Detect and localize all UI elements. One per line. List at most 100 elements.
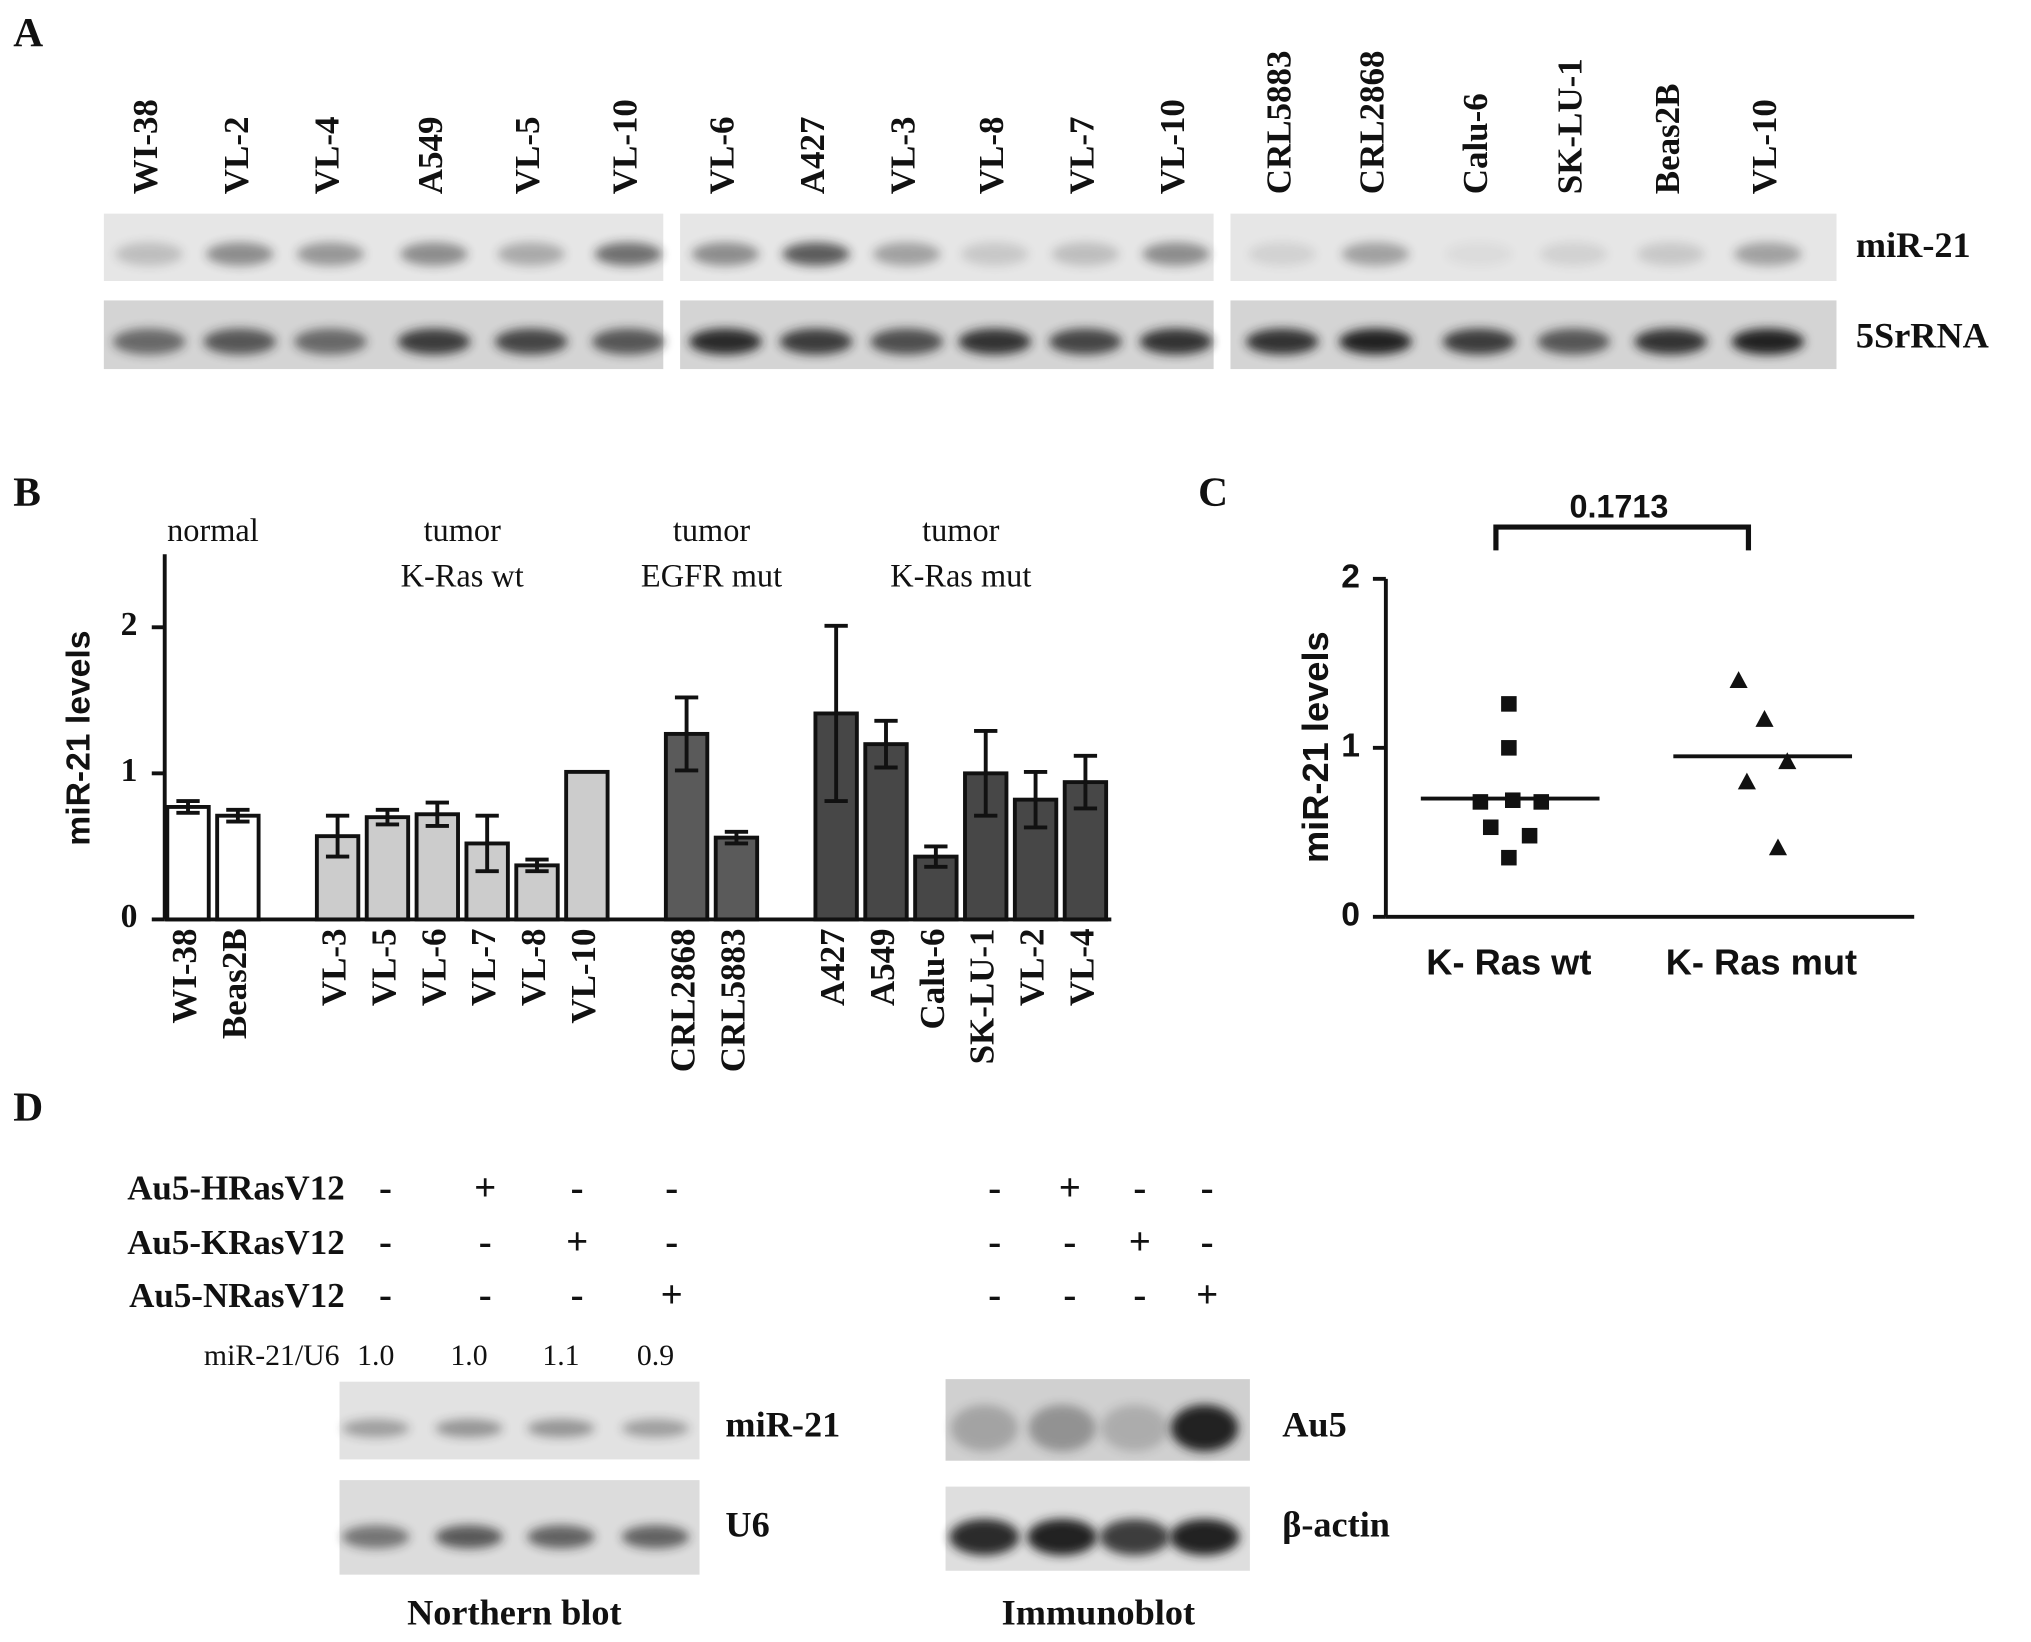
bar xyxy=(564,769,610,922)
point xyxy=(1729,671,1748,689)
band xyxy=(1634,328,1708,355)
band xyxy=(1099,1518,1170,1556)
band xyxy=(1246,328,1319,355)
row-label: β-actin xyxy=(1282,1504,1390,1544)
lane-label: WI-38 xyxy=(126,99,165,194)
group-label: tumor xyxy=(424,513,502,549)
y-tick-label: 1 xyxy=(1341,728,1360,765)
sign: - xyxy=(988,1166,1001,1209)
sign: - xyxy=(379,1221,392,1264)
bar xyxy=(364,815,411,922)
ratio: 1.0 xyxy=(357,1339,394,1372)
sign: + xyxy=(566,1221,588,1264)
band xyxy=(1049,328,1122,355)
lane-label: VL-5 xyxy=(508,117,547,195)
y-tick-label: 1 xyxy=(121,752,138,789)
group-label: K-Ras wt xyxy=(401,558,524,594)
band xyxy=(1445,242,1513,266)
band xyxy=(112,328,186,355)
row-label: U6 xyxy=(725,1504,769,1544)
error-bar xyxy=(325,813,350,859)
band xyxy=(1142,242,1210,266)
band xyxy=(870,328,943,355)
sign: - xyxy=(1133,1274,1146,1317)
band xyxy=(691,242,760,266)
band xyxy=(1537,328,1610,355)
panel-label: B xyxy=(13,468,41,514)
error-bar xyxy=(226,807,250,824)
bracket xyxy=(1493,524,1752,551)
point xyxy=(1501,740,1517,756)
band xyxy=(294,328,367,355)
band xyxy=(203,328,277,355)
bar xyxy=(514,863,560,922)
x-tick-label: SK-LU-1 xyxy=(963,928,1002,1064)
band xyxy=(592,328,665,355)
band xyxy=(1100,1404,1169,1452)
row-label: 5SrRNA xyxy=(1856,316,1989,356)
point xyxy=(1521,827,1538,844)
band xyxy=(1637,242,1705,266)
blot-title: Immunoblot xyxy=(1002,1592,1195,1632)
lane-label: SK-LU-1 xyxy=(1551,58,1590,194)
y-tick-label: 0 xyxy=(1341,897,1360,934)
lane-label: Calu-6 xyxy=(1456,93,1495,194)
sign: - xyxy=(988,1274,1001,1317)
error-bar xyxy=(425,800,449,828)
blot xyxy=(1230,213,1837,282)
band xyxy=(1170,1404,1239,1452)
band xyxy=(1139,328,1213,355)
band xyxy=(400,242,468,266)
band xyxy=(1734,242,1802,266)
band xyxy=(1539,242,1608,266)
x-tick-label: Calu-6 xyxy=(913,928,952,1029)
group-label: K-Ras mut xyxy=(890,558,1031,594)
lane-label: VL-7 xyxy=(1062,117,1101,195)
construct-label: Au5-HRasV12 xyxy=(127,1168,345,1207)
group-label: tumor xyxy=(922,513,1000,549)
error-bar xyxy=(475,813,499,874)
band xyxy=(115,242,183,266)
blot xyxy=(103,300,664,370)
point xyxy=(1768,838,1788,856)
panel-label: D xyxy=(13,1084,43,1130)
sign: - xyxy=(1063,1221,1076,1264)
x-tick-label: CRL5883 xyxy=(713,928,752,1072)
row-label: miR-21 xyxy=(1856,225,1971,265)
lane-label: Beas2B xyxy=(1648,84,1687,195)
group-label: tumor xyxy=(673,513,751,549)
ratio: 1.1 xyxy=(542,1339,579,1372)
band xyxy=(958,328,1032,355)
band xyxy=(1028,1404,1096,1452)
construct-label: Au5-NRasV12 xyxy=(129,1276,345,1315)
band xyxy=(296,242,365,266)
band xyxy=(1442,328,1516,355)
band xyxy=(1731,328,1805,355)
error-bar xyxy=(924,844,948,869)
bar xyxy=(713,835,760,922)
blot xyxy=(1230,300,1837,370)
band xyxy=(342,1525,410,1549)
sign: + xyxy=(661,1274,683,1317)
lane-label: CRL2868 xyxy=(1353,51,1392,195)
error-bar xyxy=(1073,753,1098,811)
x-tick-label: VL-10 xyxy=(564,928,603,1023)
point xyxy=(1755,710,1774,727)
bar xyxy=(414,812,460,922)
y-axis-label: miR-21 levels xyxy=(1295,631,1336,863)
bar xyxy=(165,804,211,922)
blot xyxy=(680,300,1214,370)
lane-label: A427 xyxy=(793,117,832,195)
error-bar xyxy=(974,729,998,818)
sign: - xyxy=(665,1166,678,1209)
lane-label: VL-8 xyxy=(972,117,1011,195)
y-tick-label: 2 xyxy=(121,606,138,643)
band xyxy=(497,242,565,266)
band xyxy=(1248,242,1316,266)
point xyxy=(1501,849,1517,866)
sign: + xyxy=(1196,1274,1218,1317)
band xyxy=(950,1404,1019,1452)
lane-label: VL-4 xyxy=(307,117,346,195)
panel-label: C xyxy=(1198,468,1228,514)
